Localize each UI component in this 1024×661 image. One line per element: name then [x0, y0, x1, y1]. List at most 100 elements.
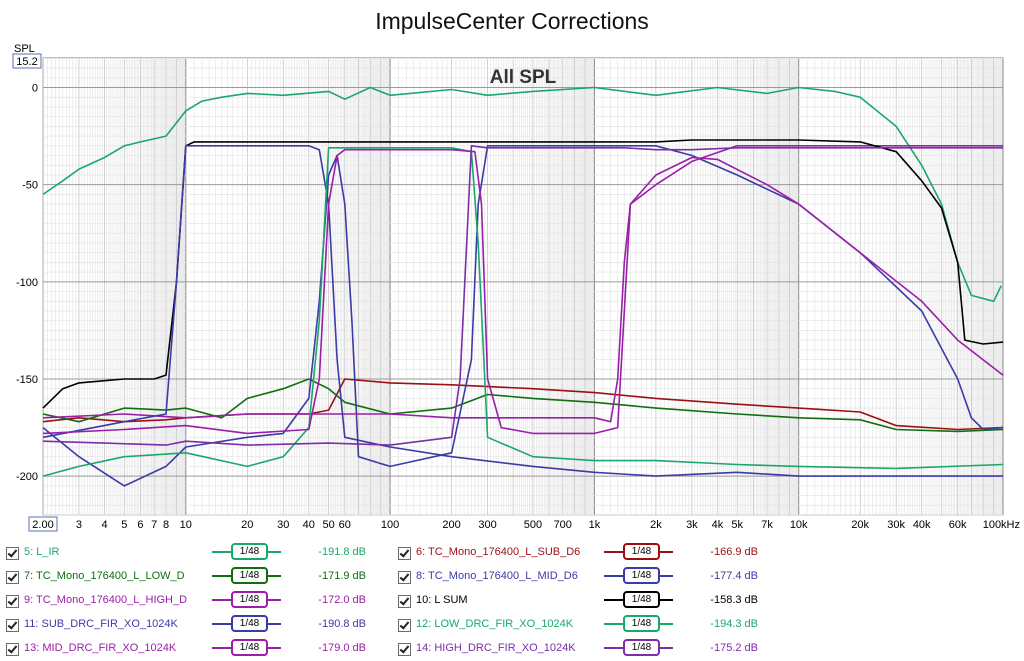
- legend-value: -190.8 dB: [318, 618, 366, 630]
- smoothing-button[interactable]: 1/48: [231, 615, 268, 632]
- legend-entry[interactable]: 9: TC_Mono_176400_L_HIGH_D 1/48 -172.0 dB: [6, 591, 386, 611]
- x-tick-label: 7: [151, 519, 157, 531]
- legend-checkbox[interactable]: [398, 570, 411, 584]
- legend-entry[interactable]: 8: TC_Mono_176400_L_MID_D6 1/48 -177.4 dB: [398, 567, 778, 587]
- x-tick-label: 20k: [851, 519, 869, 531]
- legend-name: 7: TC_Mono_176400_L_LOW_D: [24, 570, 185, 582]
- legend-checkbox[interactable]: [398, 594, 411, 608]
- smoothing-button[interactable]: 1/48: [231, 639, 268, 656]
- smoothing-button[interactable]: 1/48: [623, 591, 660, 608]
- x-tick-label[interactable]: 2.00: [32, 519, 53, 531]
- x-tick-label: 100: [381, 519, 399, 531]
- x-tick-label: 500: [524, 519, 542, 531]
- legend-name: 8: TC_Mono_176400_L_MID_D6: [416, 570, 578, 582]
- legend-entry[interactable]: 14: HIGH_DRC_FIR_XO_1024K 1/48 -175.2 dB: [398, 639, 778, 659]
- page-title: ImpulseCenter Corrections: [375, 8, 649, 34]
- series-line-9[interactable]: [42, 145, 1003, 423]
- x-tick-label: 3: [76, 519, 82, 531]
- legend-line-swatch: [659, 575, 673, 577]
- y-axis-label: SPL: [14, 43, 35, 55]
- series-line-11[interactable]: [42, 145, 1003, 477]
- series-line-13[interactable]: [42, 148, 1004, 435]
- series-line-6[interactable]: [42, 378, 1004, 431]
- legend-checkbox[interactable]: [398, 642, 411, 656]
- legend-entry[interactable]: 11: SUB_DRC_FIR_XO_1024K 1/48 -190.8 dB: [6, 615, 386, 635]
- y-tick-label: -100: [16, 277, 38, 289]
- legend-entry[interactable]: 10: L SUM 1/48 -158.3 dB: [398, 591, 778, 611]
- inner-title: All SPL: [490, 67, 557, 88]
- legend-line-swatch: [604, 575, 624, 577]
- x-tick-label: 10k: [790, 519, 808, 531]
- plot-area[interactable]: [42, 57, 1004, 516]
- legend-checkbox[interactable]: [6, 642, 19, 656]
- smoothing-button[interactable]: 1/48: [231, 591, 268, 608]
- x-tick-label: 3k: [686, 519, 698, 531]
- legend-line-swatch: [212, 599, 232, 601]
- legend-entry[interactable]: 13: MID_DRC_FIR_XO_1024K 1/48 -179.0 dB: [6, 639, 386, 659]
- y-top-readout[interactable]: 15.2: [16, 56, 37, 68]
- y-tick-label: -150: [16, 374, 38, 386]
- x-start-readout-box[interactable]: [28, 516, 58, 532]
- series-line-12[interactable]: [42, 147, 1004, 477]
- smoothing-button[interactable]: 1/48: [231, 543, 268, 560]
- series-line-10[interactable]: [42, 139, 1004, 409]
- legend: 5: L_IR 1/48 -191.8 dB 6: TC_Mono_176400_L_…: [0, 541, 1024, 661]
- x-tick-label: 4: [101, 519, 107, 531]
- legend-line-swatch: [212, 647, 232, 649]
- legend-value: -191.8 dB: [318, 546, 366, 558]
- series-line-14[interactable]: [42, 145, 1003, 446]
- legend-entry[interactable]: 6: TC_Mono_176400_L_SUB_D6 1/48 -166.9 dB: [398, 543, 778, 563]
- x-tick-label: 50: [322, 519, 334, 531]
- y-tick-label: 0: [32, 83, 38, 95]
- x-tick-label: 20: [241, 519, 253, 531]
- x-tick-label: 30: [277, 519, 289, 531]
- legend-checkbox[interactable]: [398, 618, 411, 632]
- legend-line-swatch: [604, 647, 624, 649]
- legend-checkbox[interactable]: [6, 570, 19, 584]
- legend-line-swatch: [659, 599, 673, 601]
- x-tick-label: 60k: [949, 519, 967, 531]
- x-tick-label: 5k: [731, 519, 743, 531]
- x-tick-label: 300: [478, 519, 496, 531]
- y-tick-label: -200: [16, 471, 38, 483]
- smoothing-button[interactable]: 1/48: [623, 543, 660, 560]
- legend-value: -172.0 dB: [318, 594, 366, 606]
- legend-value: -175.2 dB: [710, 642, 758, 654]
- smoothing-button[interactable]: 1/48: [623, 615, 660, 632]
- legend-checkbox[interactable]: [398, 546, 411, 560]
- legend-name: 10: L SUM: [416, 594, 468, 606]
- legend-entry[interactable]: 7: TC_Mono_176400_L_LOW_D 1/48 -171.9 dB: [6, 567, 386, 587]
- legend-value: -177.4 dB: [710, 570, 758, 582]
- legend-checkbox[interactable]: [6, 594, 19, 608]
- x-tick-label: 8: [163, 519, 169, 531]
- legend-line-swatch: [659, 623, 673, 625]
- legend-value: -179.0 dB: [318, 642, 366, 654]
- legend-line-swatch: [659, 551, 673, 553]
- smoothing-button[interactable]: 1/48: [623, 567, 660, 584]
- x-tick-label: 10: [180, 519, 192, 531]
- legend-line-swatch: [267, 623, 281, 625]
- x-tick-label: 100kHz: [983, 519, 1020, 531]
- x-tick-label: 30k: [887, 519, 905, 531]
- smoothing-button[interactable]: 1/48: [231, 567, 268, 584]
- legend-line-swatch: [212, 575, 232, 577]
- legend-entry[interactable]: 12: LOW_DRC_FIR_XO_1024K 1/48 -194.3 dB: [398, 615, 778, 635]
- smoothing-button[interactable]: 1/48: [623, 639, 660, 656]
- legend-value: -194.3 dB: [710, 618, 758, 630]
- series-line-5[interactable]: [42, 86, 1002, 303]
- legend-line-swatch: [604, 623, 624, 625]
- legend-line-swatch: [267, 647, 281, 649]
- legend-value: -166.9 dB: [710, 546, 758, 558]
- y-top-readout-box[interactable]: [12, 53, 42, 69]
- x-tick-label: 1k: [589, 519, 601, 531]
- legend-checkbox[interactable]: [6, 618, 19, 632]
- legend-entry[interactable]: 5: L_IR 1/48 -191.8 dB: [6, 543, 386, 563]
- legend-value: -171.9 dB: [318, 570, 366, 582]
- x-tick-label: 40: [303, 519, 315, 531]
- legend-value: -158.3 dB: [710, 594, 758, 606]
- legend-name: 14: HIGH_DRC_FIR_XO_1024K: [416, 642, 576, 654]
- x-tick-label: 2k: [650, 519, 662, 531]
- legend-checkbox[interactable]: [6, 546, 19, 560]
- legend-line-swatch: [212, 623, 232, 625]
